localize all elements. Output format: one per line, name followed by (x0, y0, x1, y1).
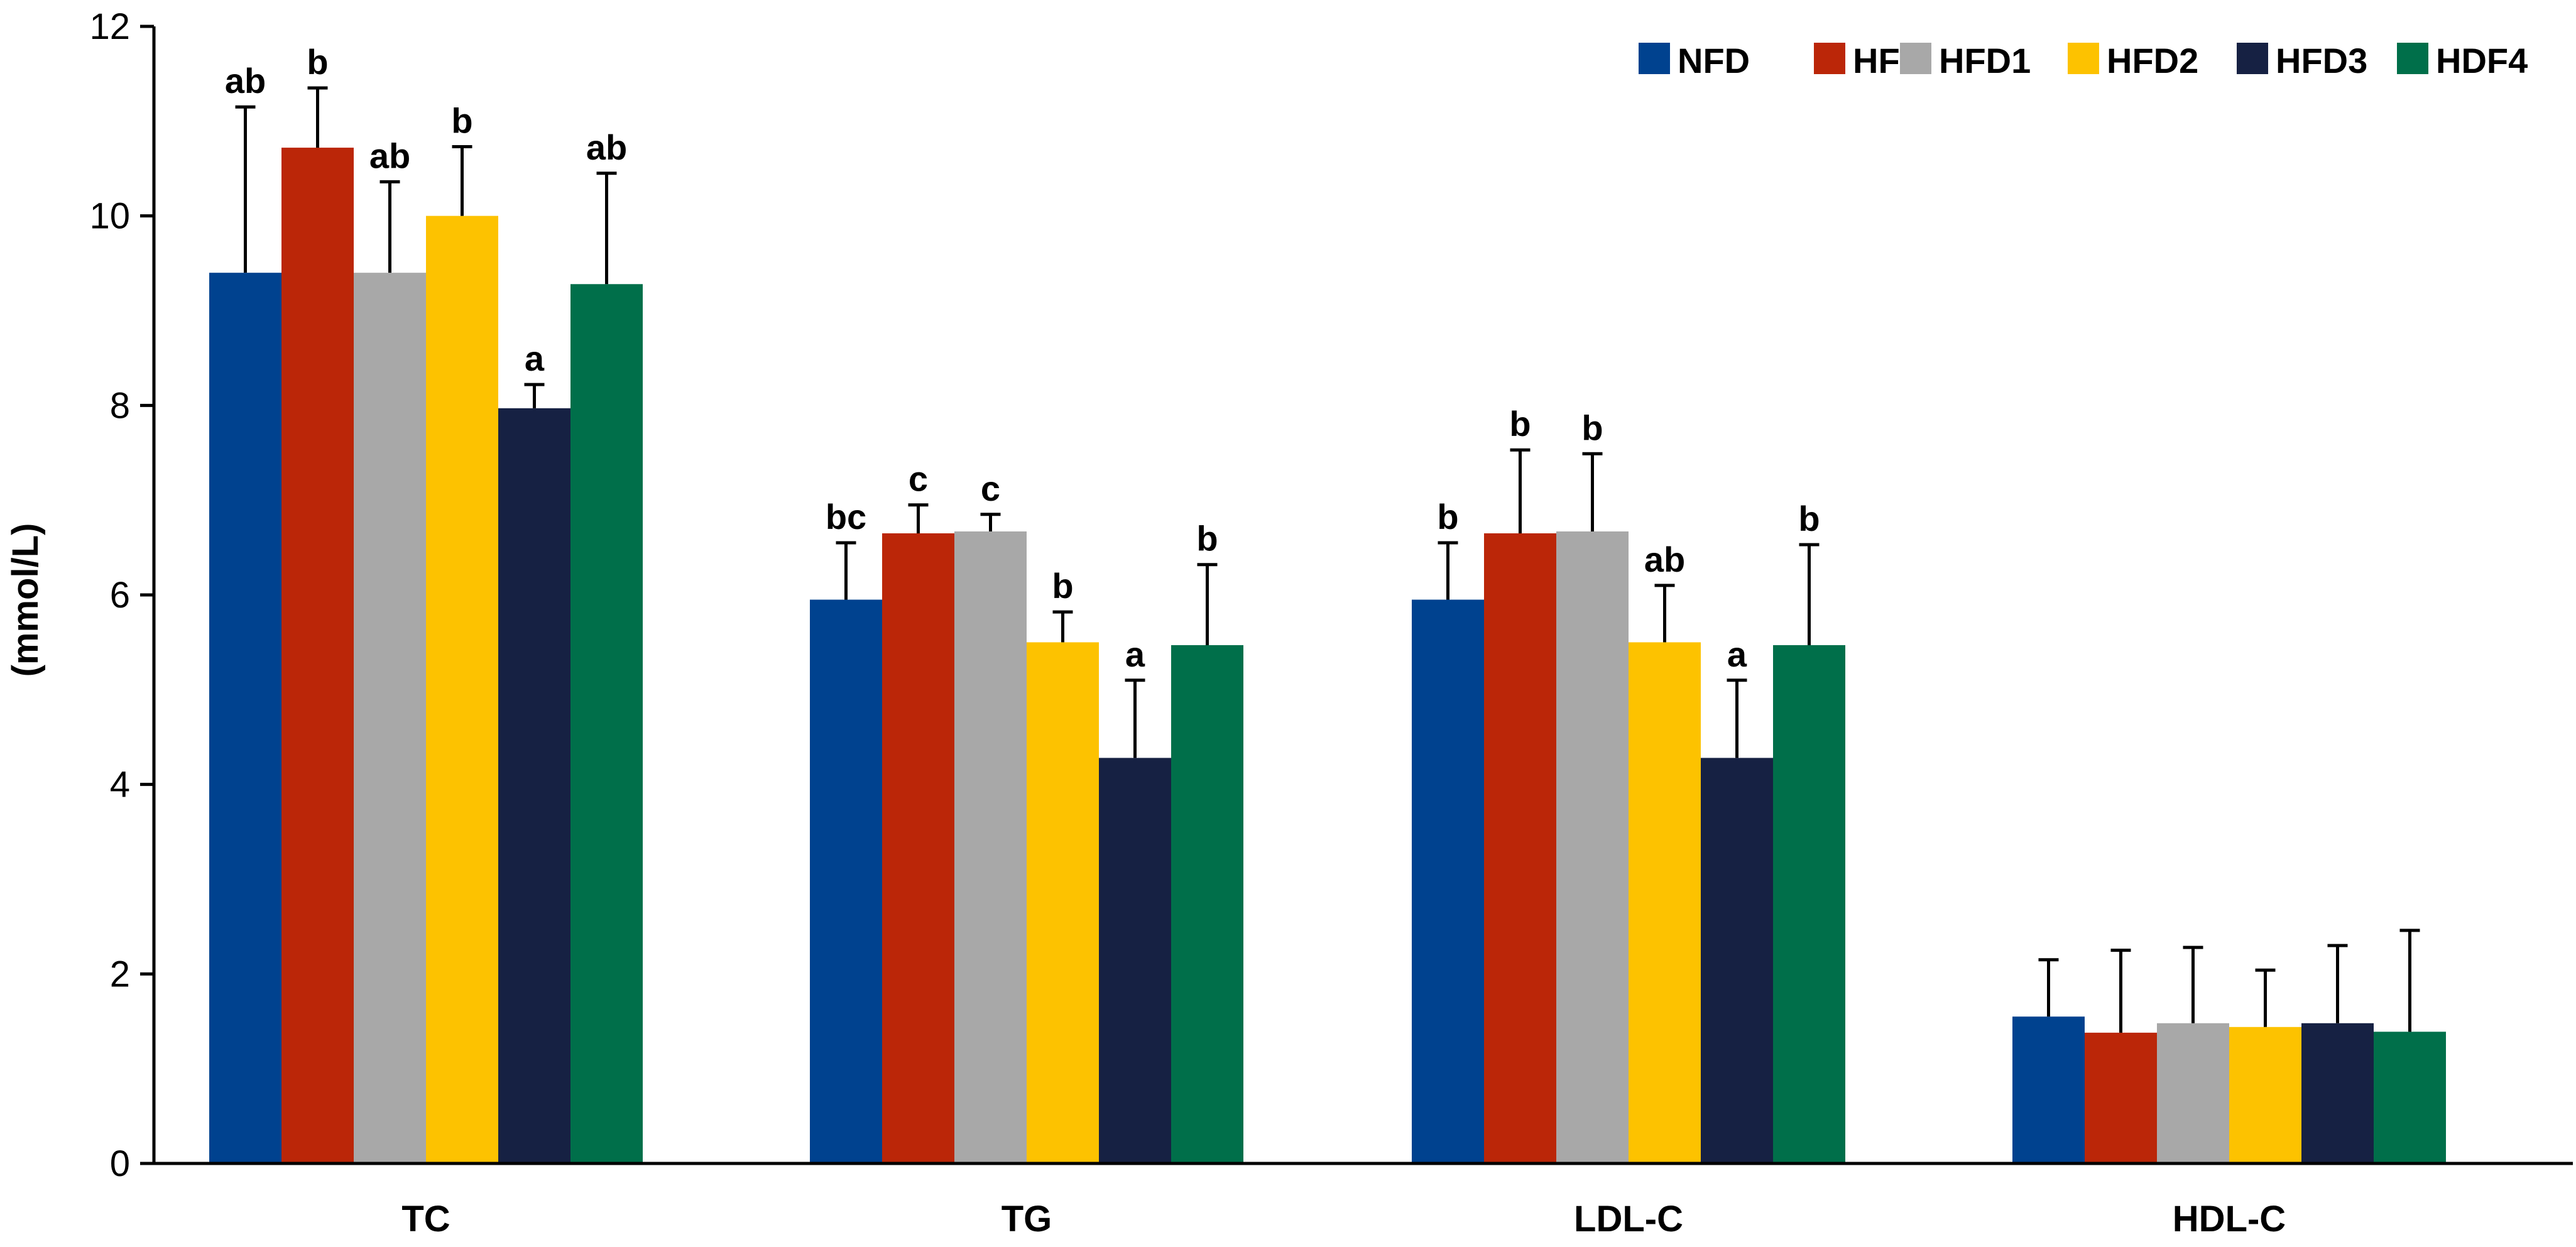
bar-hfd3-tg (1099, 758, 1171, 1163)
y-tick-label-10: 10 (89, 196, 130, 237)
bar-hfd3-tc (498, 408, 570, 1163)
bar-hfd1-tc (354, 273, 426, 1164)
sig-label-hfd3-ldl-c: a (1727, 634, 1747, 674)
y-tick-label-0: 0 (110, 1143, 130, 1184)
x-tick-label-hdl-c: HDL-C (2173, 1199, 2286, 1239)
legend-swatch-hfd3 (2237, 43, 2268, 74)
axes-layer: TC TG LDL-C HDL-C 0 2 4 6 8 10 12 (89, 6, 2573, 1239)
legend-swatch-nfd (1639, 43, 1670, 74)
sig-label-hfd1-tg: c (981, 469, 1000, 508)
sig-label-nfd-tc: ab (225, 61, 266, 101)
bar-hfd3-hdl-c (2301, 1023, 2374, 1163)
sig-label-nfd-tg: bc (826, 497, 866, 536)
bar-hfd-hdl-c (2085, 1032, 2157, 1163)
bar-hfd-ldl-c (1484, 533, 1556, 1163)
sig-label-hfd1-tc: ab (369, 136, 410, 175)
bar-hfd-tg (882, 533, 954, 1163)
bar-hfd3-ldl-c (1701, 758, 1773, 1163)
y-tick-label-4: 4 (110, 765, 130, 805)
legend: NFD HFD HFD1 HFD2 HFD3 HDF4 (1639, 41, 2528, 80)
sig-label-hfd2-ldl-c: ab (1644, 540, 1685, 579)
legend-swatch-hdf4 (2397, 43, 2428, 74)
bar-hdf4-tg (1171, 645, 1243, 1163)
y-tick-label-12: 12 (89, 6, 130, 47)
bar-nfd-ldl-c (1412, 599, 1484, 1163)
sig-label-hfd2-tg: b (1052, 566, 1073, 606)
bar-hfd1-tg (954, 531, 1027, 1163)
sig-label-hfd-tc: b (307, 42, 328, 82)
bar-hfd1-hdl-c (2157, 1023, 2229, 1163)
y-axis-label: (mmol/L) (5, 523, 46, 677)
legend-swatch-hfd2 (2068, 43, 2099, 74)
legend-swatch-hfd1 (1900, 43, 1931, 74)
sig-label-hdf4-tg: b (1196, 519, 1218, 558)
bar-hdf4-ldl-c (1773, 645, 1845, 1163)
legend-label-nfd: NFD (1678, 41, 1750, 80)
sig-label-hfd3-tc: a (525, 339, 545, 378)
error-bars-layer (235, 86, 2420, 1033)
bar-hdf4-tc (570, 284, 643, 1164)
bar-nfd-tc (209, 273, 281, 1164)
legend-swatch-hfd (1814, 43, 1845, 74)
legend-label-hdf4: HDF4 (2436, 41, 2528, 80)
bars-layer (209, 148, 2446, 1164)
bar-hfd2-ldl-c (1629, 642, 1701, 1163)
bar-hfd1-ldl-c (1556, 531, 1629, 1163)
sig-label-hfd-ldl-c: b (1509, 404, 1531, 444)
y-tick-label-2: 2 (110, 954, 130, 994)
x-tick-label-tg: TG (1001, 1199, 1052, 1239)
bar-hfd2-hdl-c (2229, 1026, 2301, 1163)
sig-label-hfd1-ldl-c: b (1581, 408, 1603, 447)
sig-label-hfd2-tc: b (451, 101, 472, 141)
sig-label-hdf4-ldl-c: b (1798, 499, 1820, 538)
sig-label-hfd-tg: c (909, 459, 928, 499)
bar-nfd-hdl-c (2012, 1016, 2085, 1163)
y-tick-label-6: 6 (110, 575, 130, 616)
x-tick-label-ldl-c: LDL-C (1574, 1199, 1683, 1239)
legend-label-hfd2: HFD2 (2107, 41, 2198, 80)
bar-hdf4-hdl-c (2374, 1032, 2446, 1163)
sig-label-hfd3-tg: a (1125, 634, 1145, 674)
bar-nfd-tg (810, 599, 882, 1163)
sig-label-hdf4-tc: ab (586, 128, 627, 167)
x-tick-label-tc: TC (401, 1199, 450, 1239)
bar-hfd-tc (281, 148, 354, 1164)
bar-hfd2-tc (426, 215, 498, 1164)
bar-hfd2-tg (1027, 642, 1099, 1163)
legend-label-hfd3: HFD3 (2276, 41, 2367, 80)
legend-label-hfd1: HFD1 (1939, 41, 2031, 80)
sig-label-nfd-ldl-c: b (1437, 497, 1458, 536)
y-tick-label-8: 8 (110, 385, 130, 426)
